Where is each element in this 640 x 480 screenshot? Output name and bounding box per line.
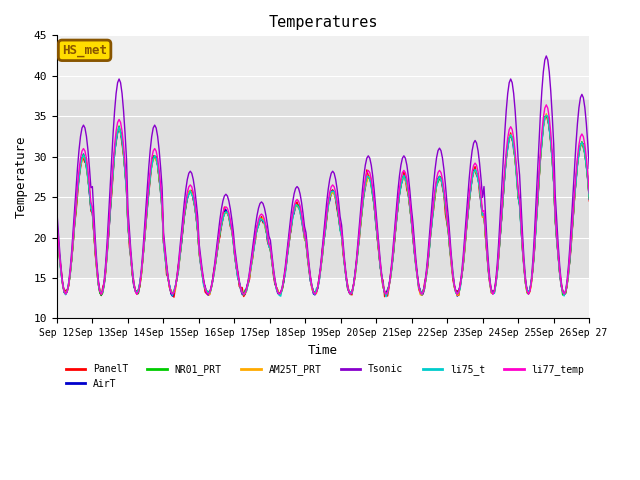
NR01_PRT: [97, 292, 105, 298]
Tsonic: [240, 291, 248, 297]
Text: HS_met: HS_met: [62, 44, 107, 57]
li75_t: [53, 222, 61, 228]
NR01_PRT: [53, 222, 61, 228]
Tsonic: [586, 166, 593, 171]
Line: li75_t: li75_t: [57, 115, 589, 297]
AirT: [169, 293, 177, 299]
li77_temp: [231, 251, 239, 257]
AM25T_PRT: [238, 290, 246, 296]
Tsonic: [543, 53, 550, 59]
NR01_PRT: [120, 151, 127, 157]
Tsonic: [53, 207, 61, 213]
X-axis label: Time: Time: [308, 344, 338, 357]
AM25T_PRT: [543, 111, 550, 117]
AirT: [53, 222, 61, 228]
AirT: [118, 138, 126, 144]
li75_t: [382, 294, 390, 300]
AM25T_PRT: [118, 135, 126, 141]
Line: NR01_PRT: NR01_PRT: [57, 116, 589, 295]
li75_t: [212, 260, 220, 266]
Tsonic: [213, 241, 221, 247]
AM25T_PRT: [53, 223, 61, 228]
AirT: [543, 113, 550, 119]
li77_temp: [120, 142, 127, 148]
li77_temp: [287, 220, 295, 226]
Tsonic: [559, 288, 566, 294]
Tsonic: [120, 108, 127, 113]
PanelT: [543, 112, 550, 118]
Line: AirT: AirT: [57, 116, 589, 296]
AM25T_PRT: [586, 195, 593, 201]
PanelT: [586, 198, 593, 204]
Bar: [57, 100, 589, 278]
li77_temp: [62, 291, 70, 297]
AirT: [231, 253, 239, 259]
li77_temp: [586, 191, 593, 196]
AM25T_PRT: [286, 236, 294, 241]
AM25T_PRT: [212, 261, 220, 267]
AirT: [559, 288, 566, 293]
AM25T_PRT: [454, 293, 461, 299]
PanelT: [287, 227, 295, 233]
NR01_PRT: [586, 195, 593, 201]
Legend: PanelT, AirT, NR01_PRT, AM25T_PRT, Tsonic, li75_t, li77_temp: PanelT, AirT, NR01_PRT, AM25T_PRT, Tsoni…: [61, 360, 588, 393]
PanelT: [240, 294, 248, 300]
li77_temp: [53, 218, 61, 224]
li77_temp: [543, 102, 550, 108]
AM25T_PRT: [559, 288, 566, 293]
PanelT: [559, 288, 566, 294]
AirT: [586, 196, 593, 202]
li77_temp: [559, 288, 566, 294]
li75_t: [118, 137, 126, 143]
Line: li77_temp: li77_temp: [57, 105, 589, 294]
Tsonic: [287, 211, 295, 216]
li77_temp: [213, 248, 221, 253]
AirT: [287, 224, 295, 230]
PanelT: [53, 221, 61, 227]
li75_t: [238, 290, 246, 296]
PanelT: [231, 252, 239, 257]
PanelT: [170, 294, 178, 300]
li77_temp: [240, 291, 248, 297]
NR01_PRT: [240, 291, 248, 297]
PanelT: [213, 250, 221, 255]
NR01_PRT: [287, 224, 295, 230]
Line: Tsonic: Tsonic: [57, 56, 589, 294]
li75_t: [286, 232, 294, 238]
NR01_PRT: [231, 253, 239, 259]
Line: AM25T_PRT: AM25T_PRT: [57, 114, 589, 296]
Tsonic: [231, 245, 239, 251]
Title: Temperatures: Temperatures: [268, 15, 378, 30]
li75_t: [586, 196, 593, 202]
NR01_PRT: [543, 113, 550, 119]
NR01_PRT: [213, 251, 221, 256]
li75_t: [230, 240, 237, 245]
li75_t: [543, 112, 550, 118]
NR01_PRT: [559, 292, 566, 298]
Y-axis label: Temperature: Temperature: [15, 136, 28, 218]
li75_t: [559, 289, 566, 295]
AirT: [240, 292, 248, 298]
Line: PanelT: PanelT: [57, 115, 589, 297]
AM25T_PRT: [230, 238, 237, 243]
AirT: [213, 251, 221, 256]
Tsonic: [62, 291, 70, 297]
PanelT: [118, 141, 126, 147]
